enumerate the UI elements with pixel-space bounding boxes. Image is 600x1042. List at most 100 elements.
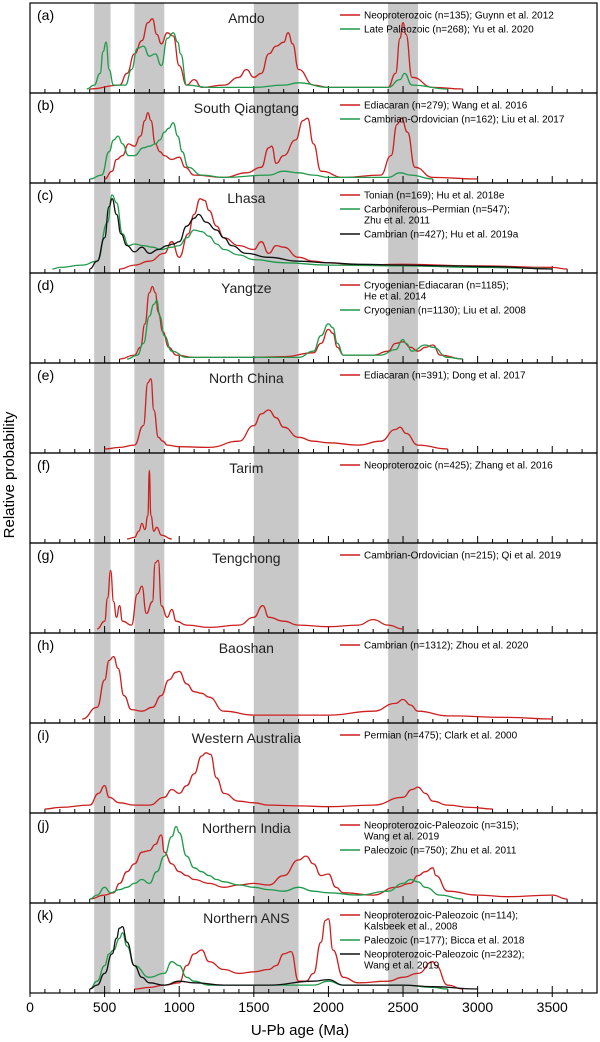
legend-text-line: Ediacaran (n=279); Wang et al. 2016 (364, 101, 528, 112)
x-axis: 0 500 1000 1500 2000 2500 3000 3500 (26, 993, 568, 1015)
panel-northern-ans: (k) Northern ANS Neoproterozoic-Paleozoic … (29, 902, 598, 994)
legend-entry: Cambrian-Ordovician (n=215); Qi et al. 2… (364, 551, 561, 562)
legend-entry: Late Paleozoic (n=268); Yu et al. 2020 (364, 25, 534, 36)
series-line (104, 378, 448, 450)
x-tick-label: 3000 (462, 999, 493, 1015)
legend-entry: Cambrian (n=427); Hu et al. 2019a (364, 230, 519, 241)
panel-frame (29, 272, 598, 364)
series-line (119, 285, 463, 360)
legend-text-line: Kalsbeek et al., 2008 (364, 922, 458, 933)
legend-entry: Carboniferous–Permian (n=547); Zhu et al.… (364, 205, 510, 227)
panel-lhasa: (c) Lhasa Tonian (n=169); Hu et al. 2018e C… (29, 182, 598, 274)
panel-label: (b) (37, 97, 54, 113)
legend-text-line: Paleozoic (n=177); Bicca et al. 2018 (364, 936, 525, 947)
panel-title: Yangtze (221, 280, 272, 296)
legend-entry: Neoproterozoic-Paleozoic (n=114); Kalsbee… (364, 911, 518, 933)
series-line (89, 825, 463, 900)
x-tick-label: 1000 (164, 999, 195, 1015)
x-tick-label: 0 (26, 999, 34, 1015)
series-line (96, 559, 404, 630)
series-line (89, 925, 478, 990)
panel-label: (g) (37, 547, 54, 563)
y-axis-label: Relative probability (1, 411, 18, 538)
legend-text-line: Cambrian-Ordovician (n=215); Qi et al. 2… (364, 551, 561, 562)
panel-label: (f) (37, 457, 50, 473)
legend-text-line: He et al. 2014 (364, 292, 427, 303)
panel-northern-india: (j) Northern India Neoproterozoic-Paleozoi… (29, 812, 598, 904)
shaded-band (253, 3, 299, 993)
panel-title: Lhasa (227, 190, 265, 206)
legend-entry: Tonian (n=169); Hu et al. 2018e (364, 191, 505, 202)
series-line (134, 918, 463, 990)
legend-text-line: Paleozoic (n=750); Zhu et al. 2011 (364, 846, 517, 857)
series-line (44, 752, 493, 810)
legend-entry: Cryogenian-Ediacaran (n=1185); He et al. … (364, 281, 509, 303)
legend-text-line: Cambrian (n=1312); Zhou et al. 2020 (364, 641, 529, 652)
series-line (89, 18, 463, 90)
series-line (126, 299, 463, 360)
legend-text-line: Neoproterozoic (n=135); Guynn et al. 201… (364, 11, 554, 22)
panel-title: North China (209, 370, 284, 386)
legend-entry: Paleozoic (n=750); Zhu et al. 2011 (364, 846, 517, 857)
panel-title: Western Australia (192, 730, 302, 746)
panel-title: Northern India (202, 820, 291, 836)
shaded-band (134, 3, 165, 993)
panel-label: (e) (37, 367, 54, 383)
panel-label: (h) (37, 637, 54, 653)
legend-text-line: Wang et al. 2019 (364, 832, 440, 843)
x-tick-label: 500 (93, 999, 117, 1015)
legend-text-line: Zhu et al. 2011 (364, 216, 430, 227)
series-line (52, 194, 553, 270)
series-line (86, 32, 448, 90)
legend-text-line: Ediacaran (n=391); Dong et al. 2017 (364, 371, 526, 382)
legend-entry: Ediacaran (n=279); Wang et al. 2016 (364, 101, 528, 112)
panel-baoshan: (h) Baoshan Cambrian (n=1312); Zhou et al.… (29, 632, 598, 724)
panel-label: (d) (37, 277, 54, 293)
x-axis-label: U-Pb age (Ma) (251, 1022, 349, 1039)
legend-text-line: Wang et al. 2019 (364, 961, 440, 972)
panel-frame (29, 182, 598, 274)
series-line (104, 112, 478, 180)
legend-entry: Neoproterozoic (n=425); Zhang et al. 201… (364, 461, 553, 472)
panel-tarim: (f) Tarim Neoproterozoic (n=425); Zhang et… (29, 452, 598, 544)
series-line (89, 122, 433, 180)
panel-yangtze: (d) Yangtze Cryogenian-Ediacaran (n=1185);… (29, 272, 598, 364)
panel-north-china: (e) North China Ediacaran (n=391); Dong et… (29, 362, 598, 454)
panel-label: (k) (37, 907, 53, 923)
chart-panels: (a) Amdo Neoproterozoic (n=135); Guynn et … (29, 2, 598, 994)
legend-entry: Neoproterozoic-Paleozoic (n=2232); Wang e… (364, 950, 524, 972)
shaded-band (94, 3, 111, 993)
legend-entry: Cambrian-Ordovician (n=162); Liu et al. … (364, 115, 565, 126)
panel-label: (i) (37, 727, 49, 743)
panel-label: (c) (37, 187, 53, 203)
legend-text-line: Carboniferous–Permian (n=547); (364, 205, 510, 216)
series-line (89, 198, 553, 270)
panel-label: (a) (37, 7, 54, 23)
x-tick-label: 2500 (387, 999, 418, 1015)
panel-title: Tarim (229, 460, 263, 476)
panel-title: South Qiangtang (194, 100, 299, 116)
x-tick-label: 1500 (238, 999, 269, 1015)
legend-text-line: Tonian (n=169); Hu et al. 2018e (364, 191, 505, 202)
panel-title: Amdo (228, 10, 265, 26)
legend-text-line: Permian (n=475); Clark et al. 2000 (364, 731, 518, 742)
legend-entry: Permian (n=475); Clark et al. 2000 (364, 731, 518, 742)
series-line (82, 655, 553, 720)
panel-title: Northern ANS (203, 910, 289, 926)
legend-entry: Cryogenian (n=1130); Liu et al. 2008 (364, 306, 526, 317)
panel-western-australia: (i) Western Australia Permian (n=475); Cla… (29, 722, 598, 814)
legend-text-line: Neoproterozoic-Paleozoic (n=114); (364, 911, 518, 922)
x-tick-label: 3500 (537, 999, 568, 1015)
legend-entry: Cambrian (n=1312); Zhou et al. 2020 (364, 641, 529, 652)
legend-text-line: Cambrian-Ordovician (n=162); Liu et al. … (364, 115, 565, 126)
legend-text-line: Cambrian (n=427); Hu et al. 2019a (364, 230, 519, 241)
series-line (126, 469, 172, 540)
panel-title: Tengchong (212, 550, 281, 566)
series-line (89, 834, 568, 900)
x-tick-label: 2000 (313, 999, 344, 1015)
legend-entry: Ediacaran (n=391); Dong et al. 2017 (364, 371, 526, 382)
legend-text-line: Cryogenian-Ediacaran (n=1185); (364, 281, 509, 292)
panel-tengchong: (g) Tengchong Cambrian-Ordovician (n=215);… (29, 542, 598, 634)
panel-title: Baoshan (219, 640, 274, 656)
